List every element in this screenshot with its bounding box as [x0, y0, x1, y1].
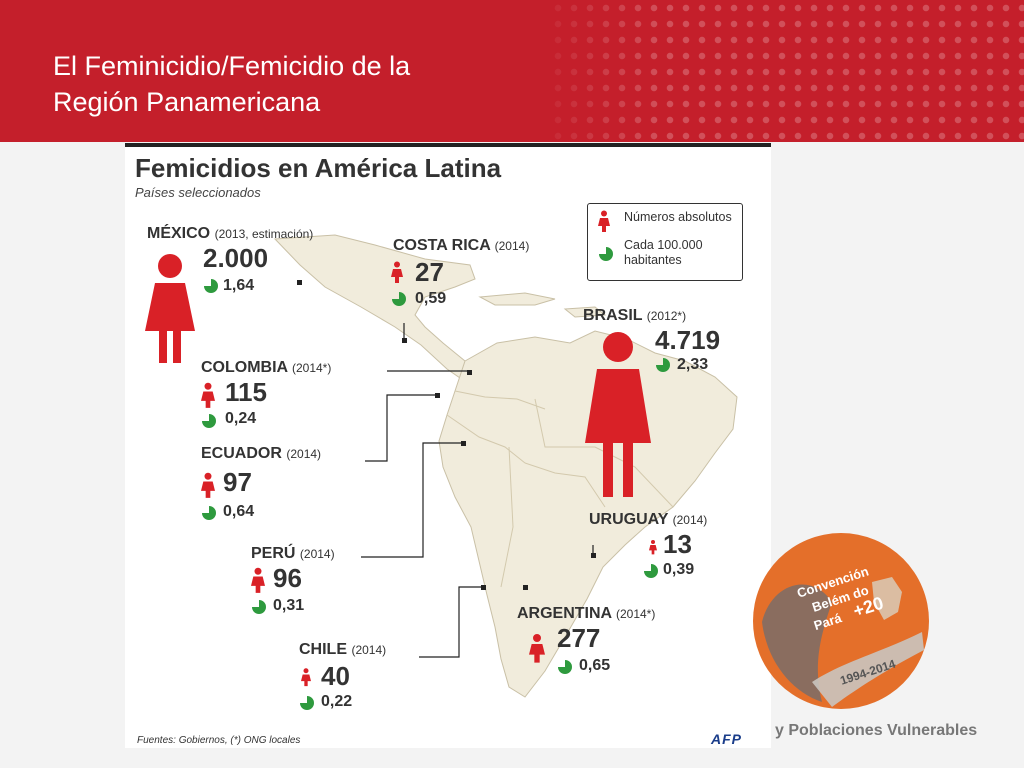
- infographic-title: Femicidios en América Latina: [135, 153, 502, 183]
- woman-icon: [649, 540, 657, 555]
- slide-header: El Feminicidio/Femicidio de la Región Pa…: [0, 0, 1024, 142]
- woman-icon: [201, 382, 215, 408]
- slide-footer-text: y Poblaciones Vulnerables: [775, 722, 978, 739]
- legend-absolute: Números absolutos: [598, 210, 732, 236]
- rate-pie-icon: [300, 696, 314, 710]
- legend: Números absolutos Cada 100.000 habitante…: [587, 203, 743, 281]
- infographic-subtitle: Países seleccionados: [135, 185, 261, 200]
- woman-icon: [598, 210, 610, 232]
- rate-pie-icon: [202, 506, 216, 520]
- rate-pie-icon: [599, 247, 613, 261]
- rate-pie-icon: [252, 600, 266, 614]
- slide-title-line-2: Región Panamericana: [53, 87, 321, 117]
- rate-pie-icon: [202, 414, 216, 428]
- woman-icon: [529, 634, 545, 663]
- source-note: Fuentes: Gobiernos, (*) ONG locales: [137, 735, 301, 746]
- slide-title: El Feminicidio/Femicidio de la Región Pa…: [53, 48, 410, 120]
- woman-icon: [201, 472, 215, 498]
- woman-icon: [391, 261, 403, 283]
- afp-logo: AFP: [711, 731, 742, 747]
- rate-pie-icon: [644, 564, 658, 578]
- infographic-panel: Femicidios en América Latina Países sele…: [125, 143, 771, 748]
- woman-icon: [145, 254, 195, 363]
- slide-title-line-1: El Feminicidio/Femicidio de la: [53, 51, 411, 81]
- latin-america-map: [273, 234, 738, 698]
- legend-per-capita: Cada 100.000 habitantes: [598, 238, 703, 267]
- rate-pie-icon: [392, 292, 406, 306]
- rate-pie-icon: [558, 660, 572, 674]
- convention-logo-badge: Convención Belém do Pará +20 1994-2014: [753, 533, 929, 709]
- woman-icon: [585, 332, 651, 497]
- woman-icon: [301, 668, 311, 687]
- rate-pie-icon: [204, 279, 218, 293]
- rate-pie-icon: [656, 358, 670, 372]
- woman-icon: [251, 567, 265, 593]
- convention-logo: Convención Belém do Pará +20 1994-2014: [752, 532, 930, 710]
